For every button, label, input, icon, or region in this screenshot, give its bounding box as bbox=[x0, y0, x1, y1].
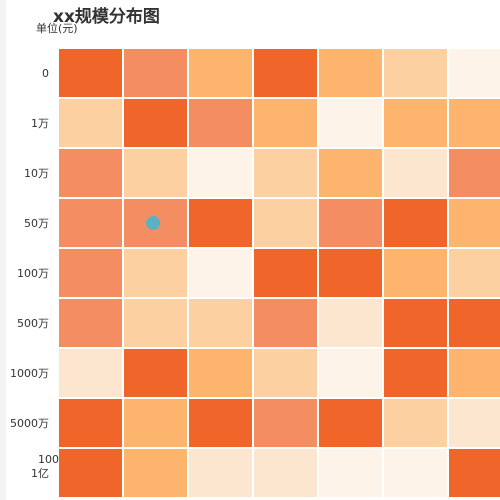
heatmap-cell[interactable] bbox=[447, 447, 500, 498]
heatmap-cell[interactable] bbox=[187, 397, 254, 449]
heatmap-cell[interactable] bbox=[317, 397, 384, 449]
heatmap-cell[interactable] bbox=[58, 347, 124, 399]
y-tick-label: 50万 bbox=[24, 217, 49, 230]
heatmap-cell[interactable] bbox=[187, 247, 254, 299]
heatmap-cell[interactable] bbox=[382, 447, 449, 498]
heatmap-cell[interactable] bbox=[252, 447, 319, 498]
heatmap-cell[interactable] bbox=[122, 347, 189, 399]
heatmap-cell[interactable] bbox=[447, 48, 500, 99]
heatmap-cell[interactable] bbox=[58, 447, 124, 498]
marker-dot[interactable] bbox=[146, 216, 160, 230]
y-tick-label: 1万 bbox=[31, 117, 49, 130]
chart-title: xx规模分布图 bbox=[53, 7, 160, 27]
heatmap-cell[interactable] bbox=[317, 347, 384, 399]
heatmap-cell[interactable] bbox=[447, 347, 500, 399]
heatmap-cell[interactable] bbox=[122, 447, 189, 498]
heatmap-cell[interactable] bbox=[252, 247, 319, 299]
heatmap-cell[interactable] bbox=[187, 347, 254, 399]
heatmap-cell[interactable] bbox=[382, 297, 449, 349]
heatmap-cell[interactable] bbox=[252, 97, 319, 149]
heatmap-cell[interactable] bbox=[317, 447, 384, 498]
heatmap-cell[interactable] bbox=[187, 197, 254, 249]
y-tick-label: 1亿 bbox=[31, 467, 49, 480]
heatmap-cell[interactable] bbox=[252, 397, 319, 449]
y-tick-label: 100万 bbox=[17, 267, 49, 280]
heatmap-cell[interactable] bbox=[252, 197, 319, 249]
heatmap-cell[interactable] bbox=[447, 197, 500, 249]
heatmap-cell[interactable] bbox=[187, 447, 254, 498]
heatmap-cell[interactable] bbox=[122, 147, 189, 199]
heatmap-cell[interactable] bbox=[317, 197, 384, 249]
y-tick-label: 500万 bbox=[17, 317, 49, 330]
heatmap-cell[interactable] bbox=[252, 48, 319, 99]
heatmap-cells bbox=[58, 48, 500, 498]
heatmap-cell[interactable] bbox=[382, 247, 449, 299]
heatmap-cell[interactable] bbox=[58, 147, 124, 199]
heatmap-cell[interactable] bbox=[317, 247, 384, 299]
heatmap-cell[interactable] bbox=[58, 48, 124, 99]
heatmap-cell[interactable] bbox=[252, 297, 319, 349]
heatmap-cell[interactable] bbox=[122, 397, 189, 449]
left-edge-strip bbox=[0, 0, 6, 500]
y-tick-label-fragment: 100 bbox=[38, 453, 59, 466]
heatmap-cell[interactable] bbox=[187, 48, 254, 99]
heatmap-cell[interactable] bbox=[252, 347, 319, 399]
y-tick-label: 10万 bbox=[24, 167, 49, 180]
heatmap-cell[interactable] bbox=[382, 397, 449, 449]
heatmap-cell[interactable] bbox=[382, 347, 449, 399]
heatmap-cell[interactable] bbox=[382, 147, 449, 199]
y-tick-label: 0 bbox=[42, 67, 49, 80]
heatmap-cell[interactable] bbox=[187, 297, 254, 349]
heatmap-cell[interactable] bbox=[187, 147, 254, 199]
heatmap-cell[interactable] bbox=[447, 297, 500, 349]
y-tick-label: 5000万 bbox=[10, 417, 49, 430]
heatmap-cell[interactable] bbox=[447, 147, 500, 199]
heatmap-cell[interactable] bbox=[447, 397, 500, 449]
heatmap-cell[interactable] bbox=[122, 97, 189, 149]
heatmap-cell[interactable] bbox=[58, 247, 124, 299]
heatmap-cell[interactable] bbox=[122, 297, 189, 349]
heatmap-cell[interactable] bbox=[58, 97, 124, 149]
heatmap-cell[interactable] bbox=[122, 247, 189, 299]
heatmap-cell[interactable] bbox=[317, 48, 384, 99]
unit-label: 单位(元) bbox=[36, 22, 78, 35]
heatmap-cell[interactable] bbox=[58, 397, 124, 449]
heatmap-cell[interactable] bbox=[122, 48, 189, 99]
heatmap-cell[interactable] bbox=[187, 97, 254, 149]
y-tick-label: 1000万 bbox=[10, 367, 49, 380]
heatmap-cell[interactable] bbox=[382, 48, 449, 99]
heatmap-cell[interactable] bbox=[382, 97, 449, 149]
heatmap-cell[interactable] bbox=[382, 197, 449, 249]
heatmap-cell[interactable] bbox=[252, 147, 319, 199]
heatmap-cell[interactable] bbox=[447, 97, 500, 149]
heatmap-cell[interactable] bbox=[317, 297, 384, 349]
heatmap-cell[interactable] bbox=[317, 147, 384, 199]
heatmap-cell[interactable] bbox=[317, 97, 384, 149]
heatmap-cell[interactable] bbox=[447, 247, 500, 299]
heatmap-cell[interactable] bbox=[58, 197, 124, 249]
heatmap-cell[interactable] bbox=[58, 297, 124, 349]
